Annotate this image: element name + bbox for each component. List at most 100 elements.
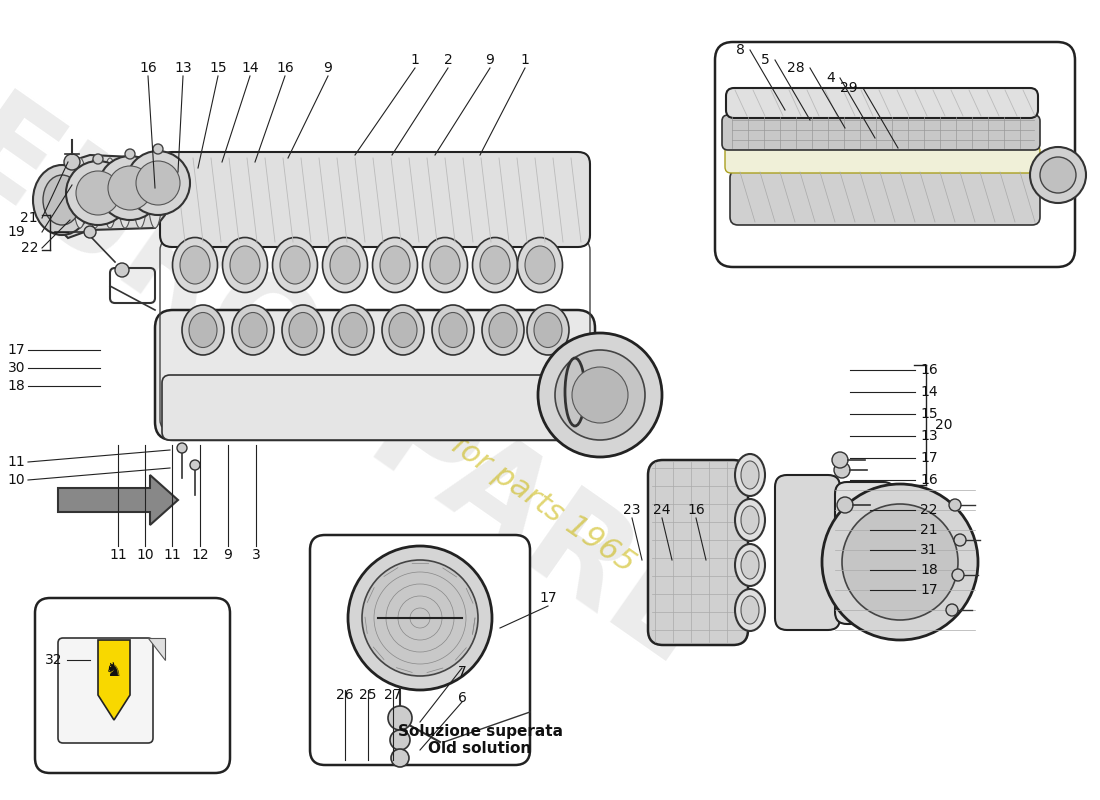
Text: 19: 19 [8,225,25,239]
Text: 15: 15 [209,61,227,75]
Ellipse shape [339,313,367,347]
Circle shape [390,749,409,767]
Text: 12: 12 [191,548,209,562]
Ellipse shape [473,238,517,293]
Text: 21: 21 [920,523,937,537]
FancyBboxPatch shape [726,88,1038,118]
Text: 16: 16 [920,363,937,377]
FancyBboxPatch shape [162,375,590,440]
Ellipse shape [741,596,759,624]
Text: 32: 32 [44,653,62,667]
Text: EUROSPARE: EUROSPARE [0,84,729,696]
Text: 17: 17 [8,343,25,357]
Ellipse shape [330,246,360,284]
Text: 10: 10 [136,548,154,562]
Circle shape [190,460,200,470]
Circle shape [842,504,958,620]
FancyBboxPatch shape [160,152,590,247]
Ellipse shape [735,454,764,496]
Ellipse shape [527,305,569,355]
Text: 16: 16 [139,61,157,75]
Ellipse shape [517,238,562,293]
Ellipse shape [289,313,317,347]
Ellipse shape [741,461,759,489]
Circle shape [76,171,120,215]
Text: 9: 9 [485,53,494,67]
FancyBboxPatch shape [35,598,230,773]
Ellipse shape [490,313,517,347]
Circle shape [125,149,135,159]
Text: 16: 16 [276,61,294,75]
Text: 14: 14 [241,61,258,75]
Ellipse shape [735,589,764,631]
FancyBboxPatch shape [648,460,748,645]
Text: 1: 1 [410,53,419,67]
Ellipse shape [222,238,267,293]
Ellipse shape [525,246,556,284]
Circle shape [98,156,162,220]
Text: 5: 5 [761,53,770,67]
FancyBboxPatch shape [715,42,1075,267]
Text: 20: 20 [935,418,953,432]
Text: ♞: ♞ [106,661,123,679]
Text: 9: 9 [323,61,332,75]
Ellipse shape [118,158,132,228]
Circle shape [946,604,958,616]
Ellipse shape [182,305,224,355]
Circle shape [362,560,478,676]
Circle shape [64,154,80,170]
Ellipse shape [432,305,474,355]
Ellipse shape [482,305,524,355]
Text: Soluzione superata
Old solution: Soluzione superata Old solution [397,724,562,756]
Text: 23: 23 [624,503,640,517]
Text: 24: 24 [653,503,671,517]
Text: 17: 17 [920,583,937,597]
Ellipse shape [480,246,510,284]
Ellipse shape [422,238,468,293]
Text: 22: 22 [920,503,937,517]
Text: 14: 14 [920,385,937,399]
Text: 18: 18 [920,563,937,577]
Ellipse shape [439,313,468,347]
Ellipse shape [534,313,562,347]
Ellipse shape [373,238,418,293]
Text: 6: 6 [458,691,466,705]
FancyBboxPatch shape [155,310,595,440]
Ellipse shape [33,165,91,235]
Circle shape [94,154,103,164]
Ellipse shape [332,305,374,355]
Text: 4: 4 [826,71,835,85]
Ellipse shape [382,305,424,355]
Text: 13: 13 [920,429,937,443]
Ellipse shape [735,499,764,541]
FancyBboxPatch shape [776,475,840,630]
Circle shape [136,161,180,205]
Text: 29: 29 [840,81,858,95]
Ellipse shape [133,158,147,228]
Circle shape [822,484,978,640]
Polygon shape [98,640,130,720]
Polygon shape [58,475,178,525]
Ellipse shape [73,158,87,228]
Circle shape [832,452,848,468]
FancyBboxPatch shape [730,170,1040,225]
Ellipse shape [741,551,759,579]
Circle shape [1040,157,1076,193]
Text: 28: 28 [788,61,805,75]
Text: 3: 3 [252,548,261,562]
Ellipse shape [389,313,417,347]
Text: 18: 18 [8,379,25,393]
Circle shape [116,263,129,277]
Circle shape [834,462,850,478]
Ellipse shape [232,305,274,355]
Text: 7: 7 [458,665,466,679]
Ellipse shape [103,158,117,228]
Circle shape [390,730,410,750]
Ellipse shape [322,238,367,293]
Text: 26: 26 [337,688,354,702]
Text: 11: 11 [109,548,126,562]
Circle shape [108,166,152,210]
Circle shape [538,333,662,457]
Ellipse shape [88,158,102,228]
Text: 17: 17 [920,451,937,465]
